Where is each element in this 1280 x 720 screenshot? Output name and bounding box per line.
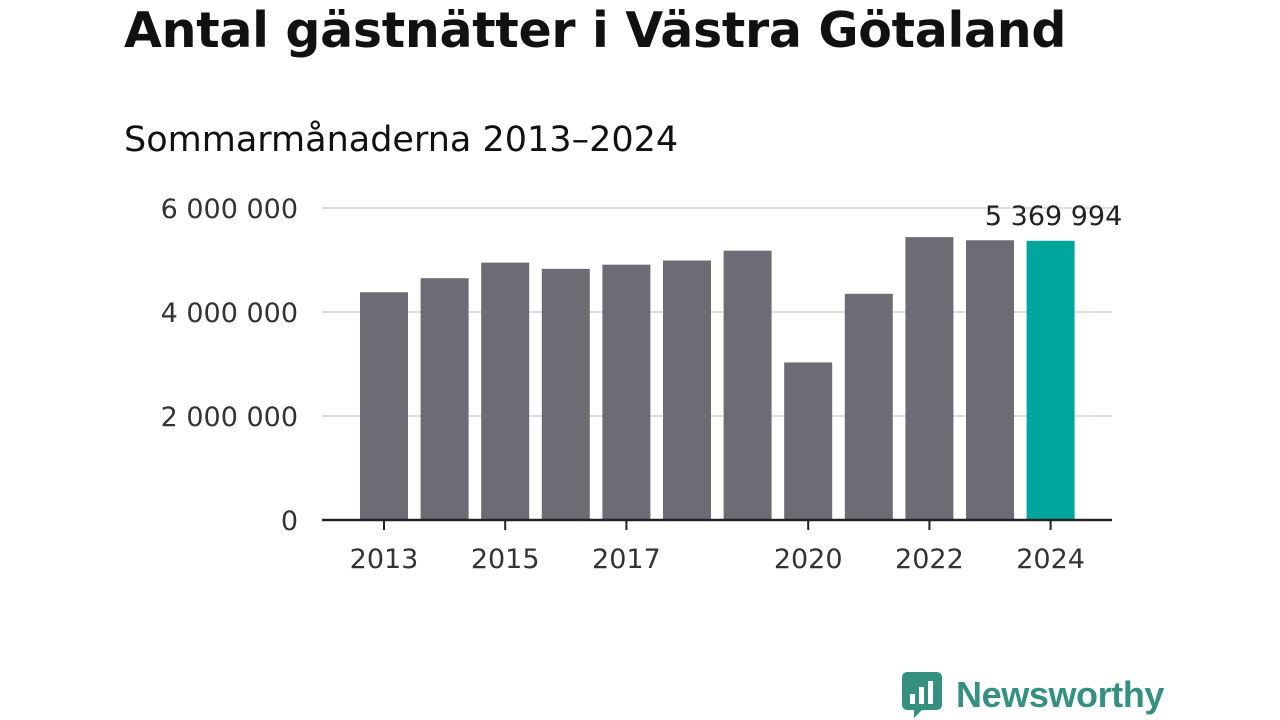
x-tick-label: 2015 (471, 544, 540, 575)
x-tick-label: 2013 (350, 544, 419, 575)
brand: Newsworthy (902, 671, 1164, 719)
y-tick-label: 4 000 000 (161, 298, 298, 329)
x-axis (322, 518, 1112, 530)
y-tick-label: 0 (281, 506, 298, 537)
bar-2022 (905, 237, 954, 520)
brand-name: Newsworthy (956, 674, 1165, 715)
bars (360, 237, 1075, 521)
bar-2014 (420, 278, 469, 520)
bar-2018 (663, 260, 711, 520)
labels: 0 2 000 000 4 000 000 6 000 000 2013 2015 2017… (161, 194, 1123, 575)
newsworthy-logo-icon (902, 672, 942, 718)
bar-2023 (966, 240, 1014, 521)
bar-2019 (723, 250, 772, 520)
bar-2021 (844, 293, 893, 520)
data-label-2024: 5 369 994 (985, 201, 1122, 232)
chart-subtitle: Sommarmånaderna 2013–2024 (124, 120, 679, 160)
bar-2013 (360, 292, 408, 520)
bar-2015 (481, 262, 530, 520)
x-tick-label: 2024 (1016, 544, 1085, 575)
bar-2016 (541, 268, 590, 520)
x-tick-label: 2022 (895, 544, 964, 575)
x-tick-label: 2017 (592, 544, 661, 575)
x-tick-label: 2020 (774, 544, 843, 575)
y-tick-label: 2 000 000 (161, 402, 298, 433)
chart-title: Antal gästnätter i Västra Götaland (124, 2, 1067, 59)
bar-2024 (1026, 240, 1075, 520)
bar-2017 (602, 264, 651, 520)
y-tick-label: 6 000 000 (161, 194, 298, 225)
bar-2020 (784, 362, 833, 520)
